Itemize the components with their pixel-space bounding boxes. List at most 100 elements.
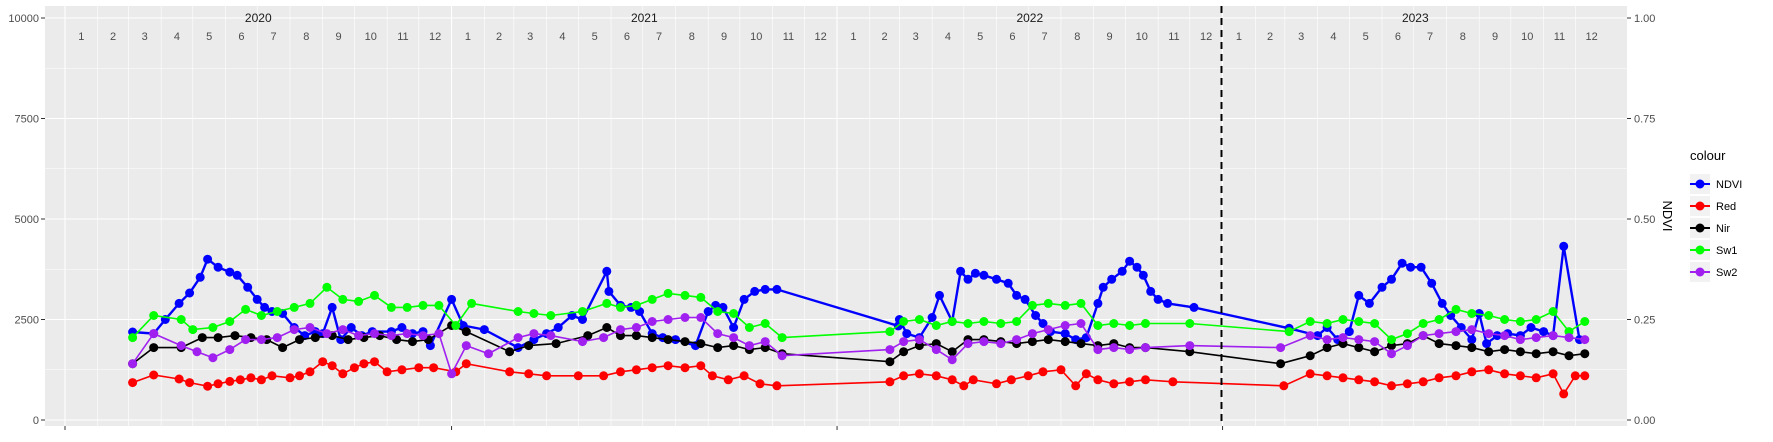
data-point-red: [616, 367, 625, 377]
data-point-nir: [1354, 343, 1364, 353]
data-point-red: [1305, 369, 1315, 379]
y-axis-right-title: NDVI: [1660, 200, 1675, 231]
data-point-sw1: [616, 302, 625, 312]
data-point-sw1: [979, 317, 989, 326]
data-point-sw1: [546, 311, 556, 320]
data-point-red: [1023, 371, 1033, 381]
data-point-ndvi: [1031, 311, 1041, 320]
data-point-ndvi: [1474, 309, 1484, 318]
data-point-sw2: [1580, 335, 1590, 345]
data-point-sw2: [713, 329, 723, 339]
data-point-ndvi: [739, 294, 749, 304]
data-point-nir: [1548, 347, 1558, 357]
data-point-sw1: [602, 298, 612, 308]
data-point-ndvi: [1427, 278, 1437, 288]
legend-label-nir: Nir: [1716, 223, 1730, 235]
month-label: 9: [1106, 31, 1112, 43]
data-point-red: [349, 363, 359, 373]
data-point-ndvi: [1138, 270, 1148, 280]
data-point-ndvi: [970, 268, 980, 278]
data-point-red: [235, 375, 245, 385]
data-point-sw1: [696, 292, 706, 302]
data-point-ndvi: [1344, 327, 1354, 337]
legend-key-point: [1695, 245, 1705, 255]
data-point-red: [1387, 381, 1396, 391]
data-point-sw1: [578, 307, 587, 316]
data-point-ndvi: [447, 294, 457, 304]
data-point-sw1: [272, 307, 282, 316]
data-point-sw2: [208, 353, 218, 363]
month-label: 2: [1267, 31, 1273, 43]
data-point-sw1: [680, 290, 690, 300]
data-point-ndvi: [1377, 282, 1387, 292]
data-point-sw2: [760, 337, 770, 347]
month-label: 10: [1136, 31, 1148, 43]
month-label: 3: [1298, 31, 1304, 43]
data-point-red: [1531, 373, 1541, 383]
data-point-sw1: [354, 296, 364, 306]
y-left-tick-label: 5000: [15, 214, 39, 226]
month-label: 12: [1586, 31, 1598, 43]
data-point-sw2: [1515, 335, 1525, 345]
data-point-nir: [524, 341, 534, 351]
data-point-ndvi: [1387, 274, 1396, 284]
data-point-red: [185, 378, 195, 388]
data-point-sw2: [1451, 327, 1461, 337]
data-point-sw1: [963, 319, 973, 328]
data-point-red: [338, 369, 348, 379]
data-point-sw1: [225, 317, 235, 326]
data-point-sw1: [1305, 317, 1315, 326]
data-point-sw2: [149, 329, 159, 339]
data-point-nir: [1484, 347, 1494, 357]
data-point-sw1: [1580, 317, 1590, 326]
data-point-ndvi: [213, 262, 223, 272]
data-point-red: [1580, 371, 1590, 381]
data-point-ndvi: [1189, 302, 1199, 312]
data-point-sw1: [1418, 319, 1428, 328]
data-point-ndvi: [604, 286, 614, 296]
data-point-ndvi: [1406, 262, 1416, 272]
y-left-tick-label: 0: [33, 415, 39, 427]
data-point-sw1: [149, 311, 159, 320]
month-label: 7: [1427, 31, 1433, 43]
data-point-sw2: [1387, 349, 1396, 359]
data-point-ndvi: [346, 323, 356, 332]
data-point-ndvi: [956, 266, 966, 276]
data-point-ndvi: [1364, 298, 1374, 308]
data-point-sw2: [979, 337, 989, 347]
data-point-sw2: [1185, 341, 1195, 351]
data-point-red: [1548, 369, 1558, 379]
data-point-sw1: [1515, 317, 1525, 326]
data-point-red: [505, 367, 515, 377]
data-point-red: [295, 371, 304, 381]
data-point-nir: [1467, 343, 1477, 353]
data-point-red: [723, 375, 733, 385]
data-point-red: [696, 361, 706, 371]
month-label: 12: [1200, 31, 1212, 43]
data-point-sw1: [729, 309, 739, 318]
data-point-ndvi: [252, 294, 262, 304]
data-point-sw2: [914, 335, 924, 345]
data-point-ndvi: [729, 323, 739, 332]
month-label: 5: [206, 31, 212, 43]
month-label: 10: [365, 31, 377, 43]
month-label: 6: [1395, 31, 1401, 43]
data-point-sw2: [1322, 335, 1332, 345]
legend-key-point: [1695, 267, 1705, 277]
data-point-red: [149, 370, 159, 380]
data-point-ndvi: [1060, 329, 1070, 339]
data-point-red: [1056, 365, 1066, 375]
data-point-sw2: [289, 325, 299, 335]
data-point-nir: [602, 323, 612, 332]
data-point-ndvi: [203, 254, 213, 264]
month-label: 4: [1330, 31, 1336, 43]
data-point-sw2: [447, 369, 457, 379]
data-point-ndvi: [1559, 241, 1569, 251]
data-point-red: [1559, 389, 1569, 399]
panel-background: [45, 6, 1627, 426]
month-label: 1: [78, 31, 84, 43]
data-point-nir: [461, 327, 471, 337]
month-label: 12: [429, 31, 441, 43]
data-point-red: [680, 363, 690, 373]
